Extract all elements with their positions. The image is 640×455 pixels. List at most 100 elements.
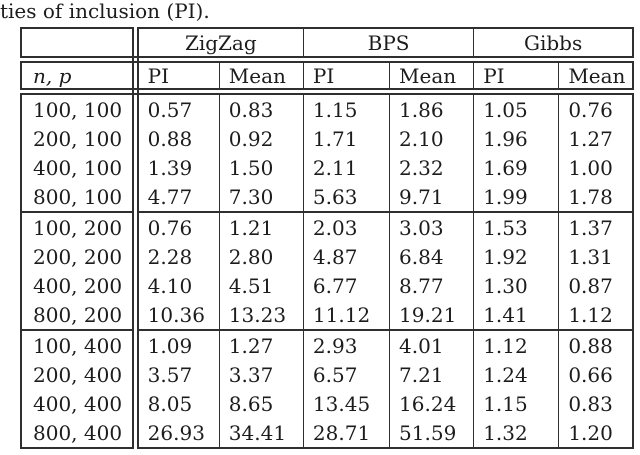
value-cell: 13.23 xyxy=(218,300,304,330)
col-header-mean: Mean xyxy=(218,59,304,95)
value-cell: 1.69 xyxy=(473,153,560,182)
value-cell: 0.88 xyxy=(134,124,220,153)
value-cell: 1.92 xyxy=(473,242,560,271)
value-cell: 1.09 xyxy=(134,329,220,360)
np-cell: 100, 400 xyxy=(20,329,139,360)
table-row: 400, 200 4.10 4.51 6.77 8.77 1.30 0.87 xyxy=(20,271,634,300)
value-cell: 3.37 xyxy=(218,360,304,389)
group-header-bps: BPS xyxy=(302,28,475,63)
np-cell: 800, 400 xyxy=(20,418,139,448)
np-cell: 200, 100 xyxy=(20,124,139,153)
value-cell: 1.99 xyxy=(473,182,560,212)
value-cell: 6.57 xyxy=(302,360,391,389)
value-cell: 2.11 xyxy=(302,153,391,182)
np-cell: 200, 400 xyxy=(20,360,139,389)
value-cell: 11.12 xyxy=(302,300,391,330)
np-cell: 400, 100 xyxy=(20,153,139,182)
value-cell: 1.15 xyxy=(473,389,560,418)
value-cell: 1.12 xyxy=(558,300,634,330)
value-cell: 4.87 xyxy=(302,242,391,271)
value-cell: 2.32 xyxy=(389,153,475,182)
value-cell: 1.12 xyxy=(473,329,560,360)
value-cell: 3.03 xyxy=(389,211,475,242)
col-header-mean: Mean xyxy=(389,59,475,95)
np-cell: 200, 200 xyxy=(20,242,139,271)
value-cell: 10.36 xyxy=(134,300,220,330)
value-cell: 0.76 xyxy=(134,211,220,242)
np-cell: 400, 400 xyxy=(20,389,139,418)
row-key-header: n, p xyxy=(20,59,139,95)
group-header-gibbs: Gibbs xyxy=(473,28,634,63)
value-cell: 1.27 xyxy=(558,124,634,153)
value-cell: 1.50 xyxy=(218,153,304,182)
results-table: ZigZag BPS Gibbs n, p PI Mean PI Mean PI… xyxy=(20,27,634,449)
value-cell: 1.21 xyxy=(218,211,304,242)
value-cell: 0.88 xyxy=(558,329,634,360)
value-cell: 3.57 xyxy=(134,360,220,389)
value-cell: 6.77 xyxy=(302,271,391,300)
value-cell: 13.45 xyxy=(302,389,391,418)
value-cell: 2.80 xyxy=(218,242,304,271)
value-cell: 51.59 xyxy=(389,418,475,448)
value-cell: 0.57 xyxy=(134,91,220,124)
value-cell: 5.63 xyxy=(302,182,391,212)
value-cell: 1.15 xyxy=(302,91,391,124)
value-cell: 1.96 xyxy=(473,124,560,153)
value-cell: 1.00 xyxy=(558,153,634,182)
np-cell: 400, 200 xyxy=(20,271,139,300)
table-row: 200, 400 3.57 3.37 6.57 7.21 1.24 0.66 xyxy=(20,360,634,389)
group-header-row: ZigZag BPS Gibbs xyxy=(20,28,634,63)
col-header-pi: PI xyxy=(134,59,220,95)
value-cell: 1.30 xyxy=(473,271,560,300)
value-cell: 1.31 xyxy=(558,242,634,271)
col-header-pi: PI xyxy=(473,59,560,95)
table-row: 400, 400 8.05 8.65 13.45 16.24 1.15 0.83 xyxy=(20,389,634,418)
caption-fragment: ties of inclusion (PI). xyxy=(0,0,210,23)
value-cell: 16.24 xyxy=(389,389,475,418)
value-cell: 1.41 xyxy=(473,300,560,330)
value-cell: 8.77 xyxy=(389,271,475,300)
np-cell: 100, 200 xyxy=(20,211,139,242)
group-header-zigzag: ZigZag xyxy=(134,28,304,63)
value-cell: 2.03 xyxy=(302,211,391,242)
value-cell: 1.27 xyxy=(218,329,304,360)
value-cell: 1.78 xyxy=(558,182,634,212)
table-row: 400, 100 1.39 1.50 2.11 2.32 1.69 1.00 xyxy=(20,153,634,182)
value-cell: 4.10 xyxy=(134,271,220,300)
value-cell: 1.24 xyxy=(473,360,560,389)
np-cell: 800, 100 xyxy=(20,182,139,212)
table-row: 800, 200 10.36 13.23 11.12 19.21 1.41 1.… xyxy=(20,300,634,330)
value-cell: 0.83 xyxy=(558,389,634,418)
value-cell: 4.51 xyxy=(218,271,304,300)
table-row: 200, 200 2.28 2.80 4.87 6.84 1.92 1.31 xyxy=(20,242,634,271)
value-cell: 9.71 xyxy=(389,182,475,212)
value-cell: 4.01 xyxy=(389,329,475,360)
table-row: 100, 400 1.09 1.27 2.93 4.01 1.12 0.88 xyxy=(20,329,634,360)
value-cell: 4.77 xyxy=(134,182,220,212)
col-header-pi: PI xyxy=(302,59,391,95)
np-cell: 800, 200 xyxy=(20,300,139,330)
value-cell: 19.21 xyxy=(389,300,475,330)
value-cell: 0.66 xyxy=(558,360,634,389)
value-cell: 8.65 xyxy=(218,389,304,418)
value-cell: 2.10 xyxy=(389,124,475,153)
value-cell: 1.05 xyxy=(473,91,560,124)
value-cell: 1.86 xyxy=(389,91,475,124)
corner-cell xyxy=(20,28,139,63)
value-cell: 0.76 xyxy=(558,91,634,124)
value-cell: 8.05 xyxy=(134,389,220,418)
subheader-row: n, p PI Mean PI Mean PI Mean xyxy=(20,59,634,95)
np-cell: 100, 100 xyxy=(20,91,139,124)
table-row: 100, 200 0.76 1.21 2.03 3.03 1.53 1.37 xyxy=(20,211,634,242)
value-cell: 0.83 xyxy=(218,91,304,124)
table-row: 800, 400 26.93 34.41 28.71 51.59 1.32 1.… xyxy=(20,418,634,448)
value-cell: 1.39 xyxy=(134,153,220,182)
value-cell: 26.93 xyxy=(134,418,220,448)
value-cell: 7.30 xyxy=(218,182,304,212)
value-cell: 1.71 xyxy=(302,124,391,153)
value-cell: 1.32 xyxy=(473,418,560,448)
value-cell: 0.92 xyxy=(218,124,304,153)
value-cell: 1.53 xyxy=(473,211,560,242)
value-cell: 1.37 xyxy=(558,211,634,242)
